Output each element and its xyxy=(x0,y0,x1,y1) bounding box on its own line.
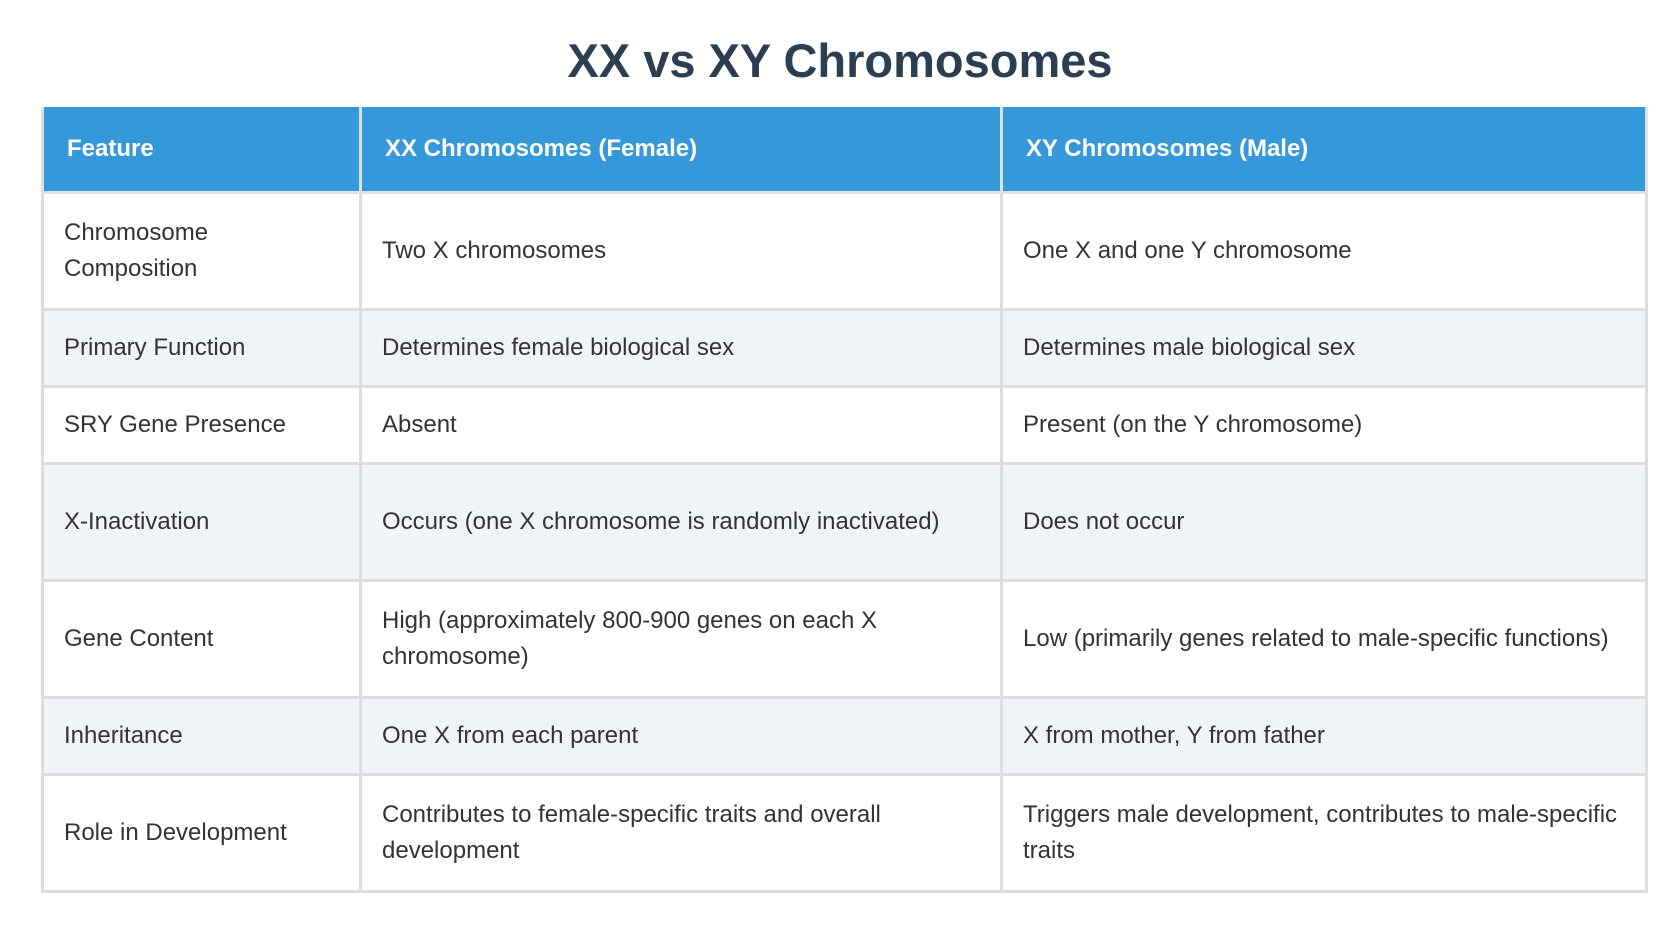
feature-cell: X-Inactivation xyxy=(41,462,362,582)
feature-cell: SRY Gene Presence xyxy=(41,385,362,465)
table-row: Role in Development Contributes to femal… xyxy=(41,773,1648,893)
table-row: Inheritance One X from each parent X fro… xyxy=(41,696,1648,776)
xx-cell: One X from each parent xyxy=(359,696,1003,776)
table-row: X-Inactivation Occurs (one X chromosome … xyxy=(41,462,1648,582)
table-row: SRY Gene Presence Absent Present (on the… xyxy=(41,385,1648,465)
xy-cell: One X and one Y chromosome xyxy=(1000,191,1648,311)
xx-cell: High (approximately 800-900 genes on eac… xyxy=(359,579,1003,699)
xy-cell: Does not occur xyxy=(1000,462,1648,582)
xy-cell: Triggers male development, contributes t… xyxy=(1000,773,1648,893)
feature-cell: Inheritance xyxy=(41,696,362,776)
table-row: Gene Content High (approximately 800-900… xyxy=(41,579,1648,699)
feature-cell: Gene Content xyxy=(41,579,362,699)
table-header: Feature XX Chromosomes (Female) XY Chrom… xyxy=(41,107,1648,194)
xy-cell: Determines male biological sex xyxy=(1000,308,1648,388)
header-xx-chromosomes: XX Chromosomes (Female) xyxy=(359,107,1003,194)
comparison-table: Feature XX Chromosomes (Female) XY Chrom… xyxy=(41,107,1648,893)
xx-cell: Occurs (one X chromosome is randomly ina… xyxy=(359,462,1003,582)
header-row: Feature XX Chromosomes (Female) XY Chrom… xyxy=(41,107,1648,194)
xy-cell: Low (primarily genes related to male-spe… xyxy=(1000,579,1648,699)
xy-cell: X from mother, Y from father xyxy=(1000,696,1648,776)
xx-cell: Absent xyxy=(359,385,1003,465)
feature-cell: Role in Development xyxy=(41,773,362,893)
comparison-table-container: Feature XX Chromosomes (Female) XY Chrom… xyxy=(41,107,1648,893)
xy-cell: Present (on the Y chromosome) xyxy=(1000,385,1648,465)
table-body: Chromosome Composition Two X chromosomes… xyxy=(41,191,1648,893)
xx-cell: Contributes to female-specific traits an… xyxy=(359,773,1003,893)
xx-cell: Determines female biological sex xyxy=(359,308,1003,388)
xx-cell: Two X chromosomes xyxy=(359,191,1003,311)
header-xy-chromosomes: XY Chromosomes (Male) xyxy=(1000,107,1648,194)
feature-cell: Chromosome Composition xyxy=(41,191,362,311)
table-row: Primary Function Determines female biolo… xyxy=(41,308,1648,388)
table-row: Chromosome Composition Two X chromosomes… xyxy=(41,191,1648,311)
header-feature: Feature xyxy=(41,107,362,194)
feature-cell: Primary Function xyxy=(41,308,362,388)
page-title: XX vs XY Chromosomes xyxy=(567,34,1113,87)
